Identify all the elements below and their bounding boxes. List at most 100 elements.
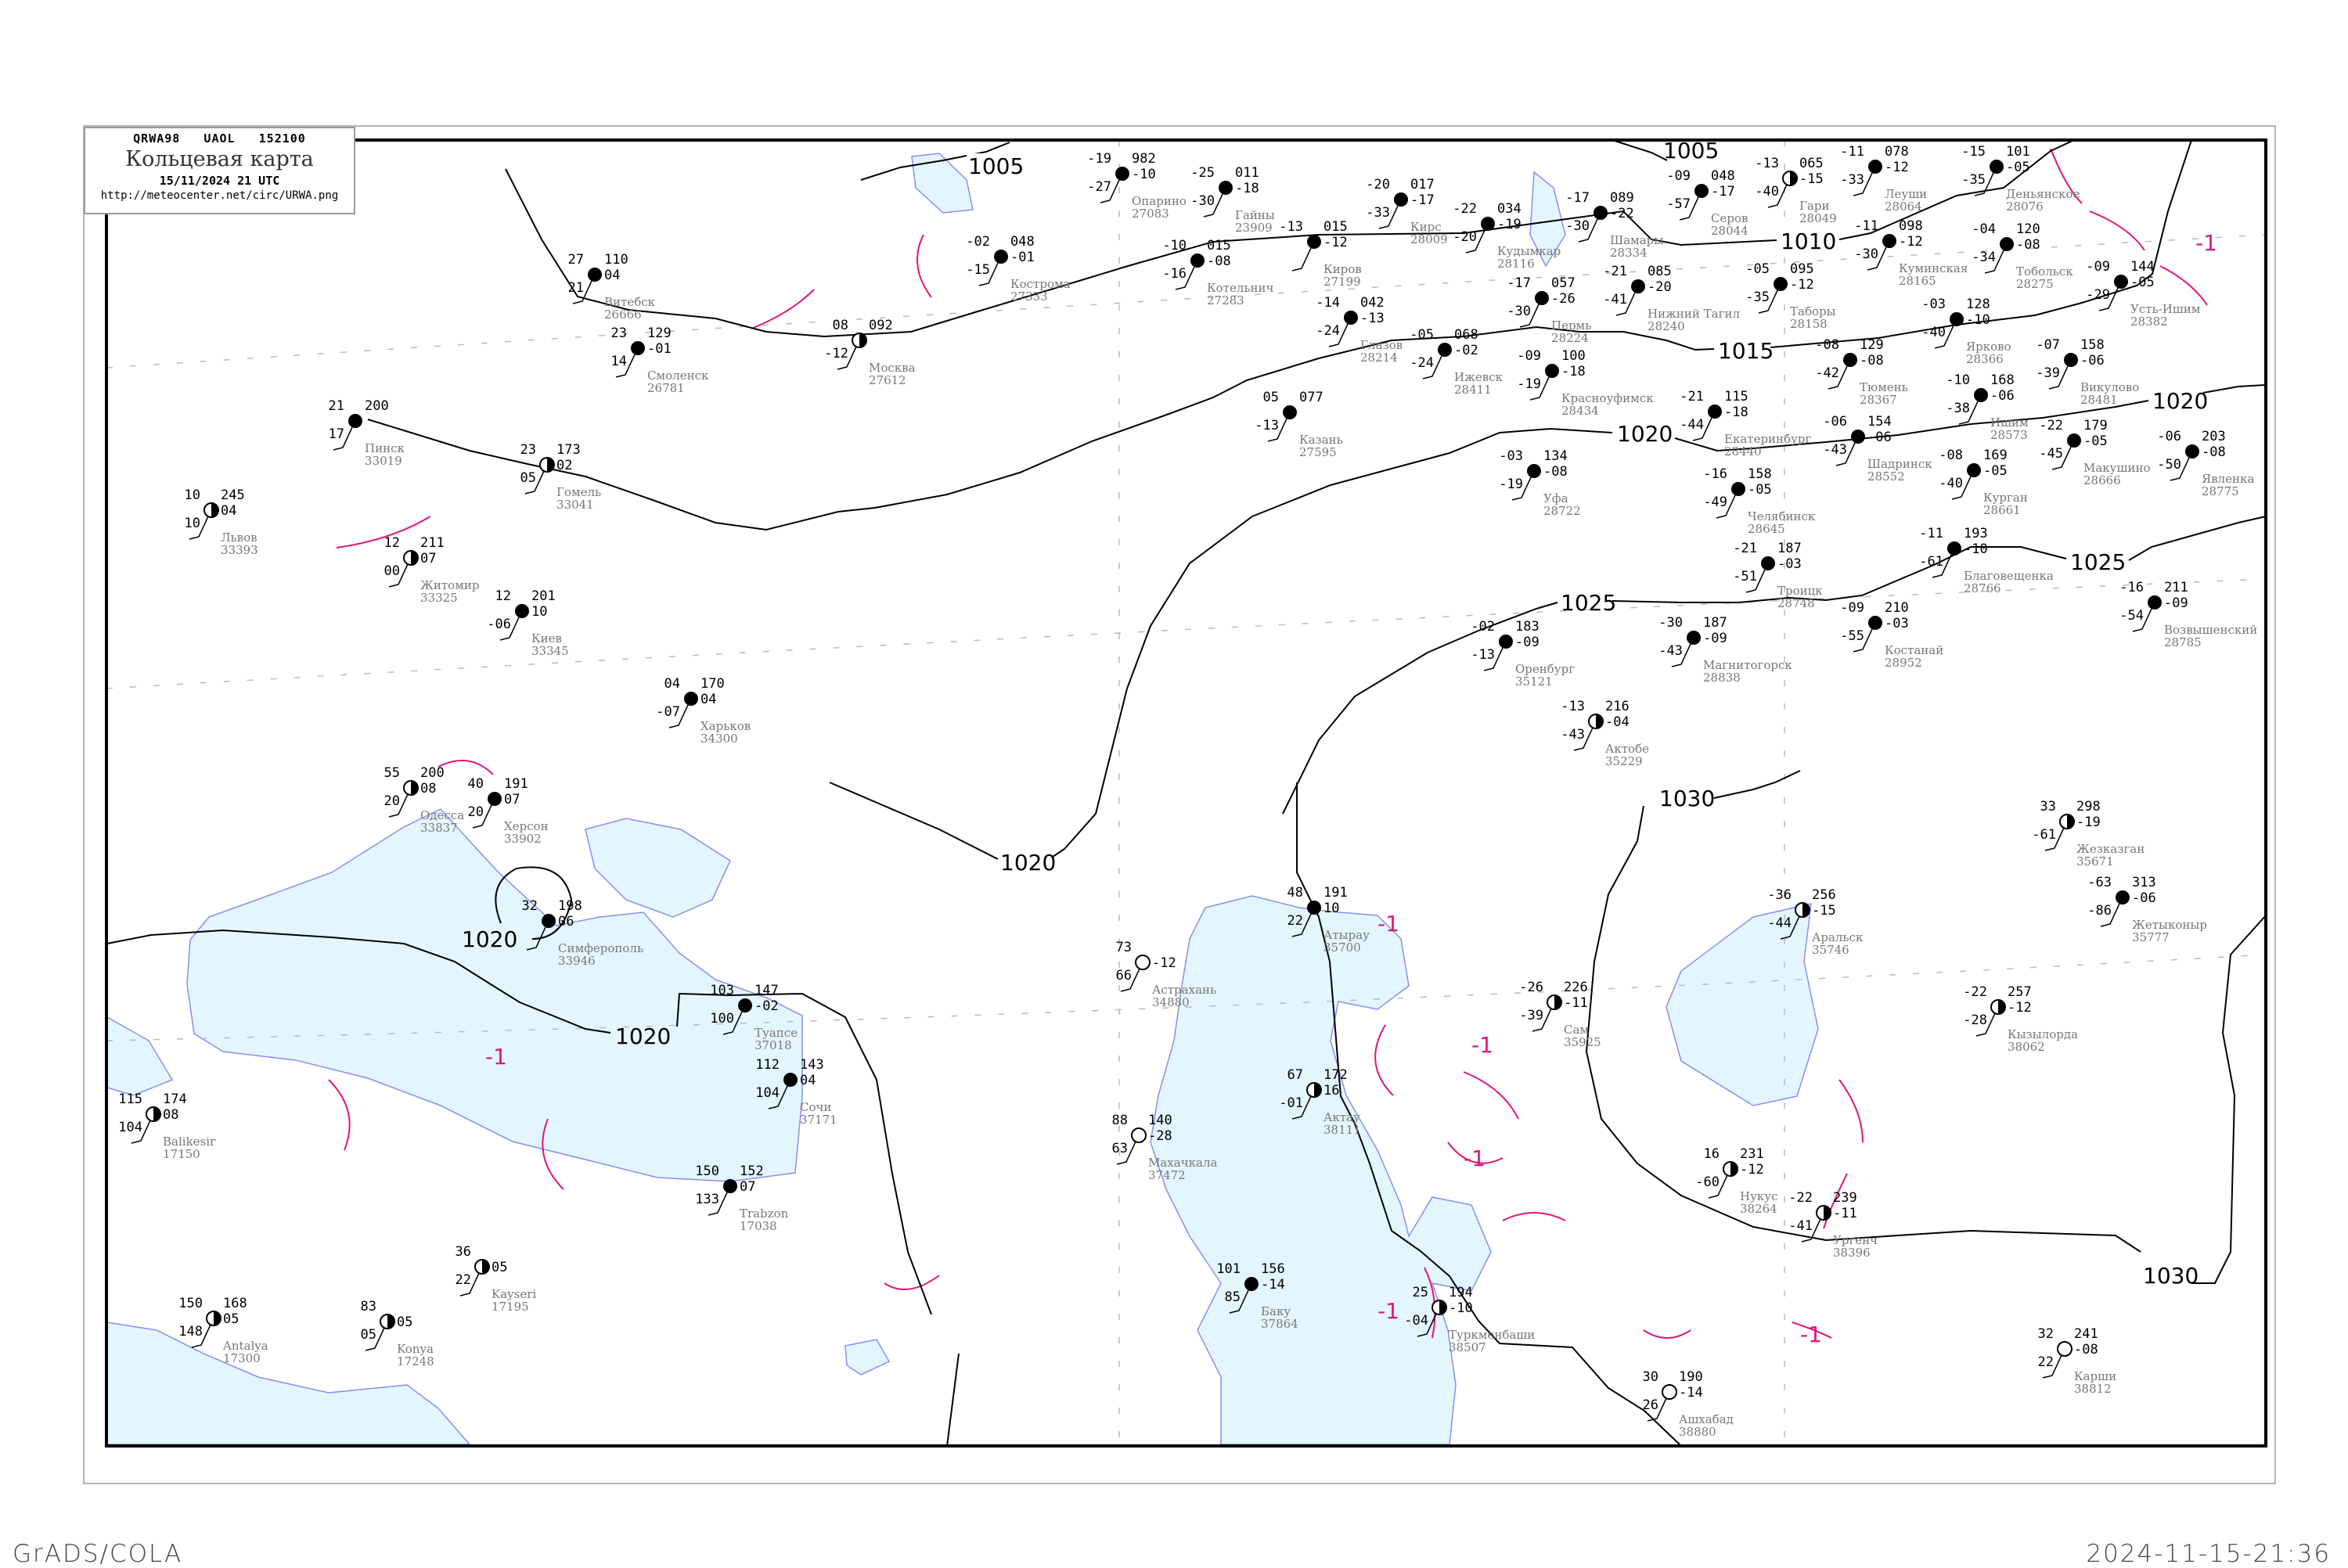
station-temperature: -06 — [2157, 429, 2181, 444]
station-pressure-tendency: -20 — [1648, 279, 1672, 295]
cloud-cover-overcast-icon — [1761, 556, 1775, 570]
wind-barb-icon — [1835, 442, 1856, 466]
station-name: Ашхабад — [1679, 1412, 1734, 1426]
station-dewpoint: 104 — [755, 1085, 780, 1101]
station-dewpoint: 66 — [1116, 968, 1132, 984]
wind-barb-icon — [708, 1192, 728, 1216]
cloud-cover-overcast-icon — [2067, 433, 2081, 448]
wind-barb-icon — [1692, 417, 1712, 441]
cloud-cover-overcast-icon — [684, 692, 698, 706]
station-id: 38812 — [2074, 1382, 2112, 1396]
station-dewpoint: 00 — [384, 563, 400, 579]
station-temperature: -25 — [1190, 165, 1215, 181]
station-dewpoint: -16 — [1162, 266, 1187, 282]
isobar-label: 1005 — [968, 153, 1024, 179]
station-temperature: -05 — [1745, 261, 1770, 277]
isobar-label: 1005 — [1663, 138, 1719, 164]
station-temperature: 150 — [695, 1163, 719, 1179]
station-pressure: 154 — [1867, 414, 1892, 430]
cloud-cover-overcast-icon — [1307, 901, 1321, 915]
station-id: 27333 — [1010, 290, 1048, 304]
station-id: 27283 — [1207, 293, 1244, 307]
source-url[interactable]: http://meteocenter.net/circ/URWA.png — [100, 189, 339, 202]
station-id: 26666 — [604, 307, 642, 322]
wind-barb-icon — [1615, 292, 1636, 316]
